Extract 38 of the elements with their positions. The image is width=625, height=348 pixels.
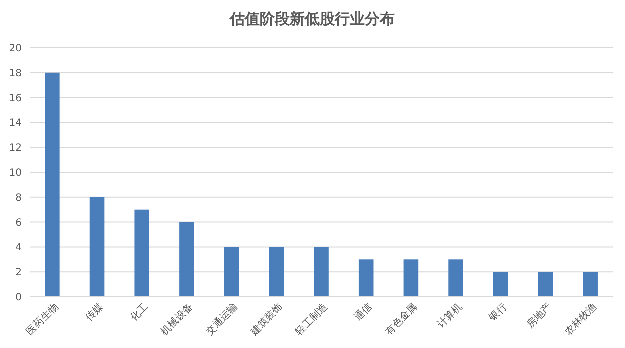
bar <box>180 222 194 297</box>
y-tick-label: 2 <box>16 268 22 279</box>
bar <box>45 72 60 297</box>
bar <box>493 272 508 297</box>
y-tick-label: 10 <box>9 168 22 179</box>
x-tick-label: 交通运输 <box>204 301 240 338</box>
bar <box>224 247 240 297</box>
bar <box>134 210 150 297</box>
x-tick-label: 银行 <box>486 302 510 324</box>
x-tick-label: 医药生物 <box>24 301 62 338</box>
bar <box>314 247 329 297</box>
x-tick-label: 机械设备 <box>158 301 196 338</box>
bar <box>269 247 284 297</box>
x-tick-label: 计算机 <box>434 301 465 331</box>
y-tick-label: 18 <box>9 68 22 80</box>
y-tick-label: 8 <box>16 192 22 204</box>
y-tick-label: 16 <box>9 93 22 104</box>
x-tick-label: 通信 <box>352 301 375 324</box>
bar <box>90 197 105 297</box>
bar <box>358 260 374 297</box>
x-tick-label: 轻工制造 <box>293 301 330 338</box>
y-tick-label: 20 <box>9 44 22 54</box>
x-tick-label: 农林牧渔 <box>562 301 600 338</box>
bar <box>448 260 464 297</box>
bar <box>583 272 598 297</box>
x-tick-label: 化工 <box>128 301 151 324</box>
x-tick-label: 建筑装饰 <box>248 301 286 339</box>
bar <box>538 272 554 297</box>
y-tick-label: 0 <box>16 292 22 304</box>
y-tick-label: 14 <box>9 118 22 130</box>
x-tick-label: 传媒 <box>84 302 106 324</box>
x-tick-label: 有色金属 <box>383 301 420 338</box>
bar <box>404 260 419 297</box>
y-tick-label: 6 <box>16 218 22 229</box>
x-tick-label: 房地产 <box>524 301 554 331</box>
chart-title: 估值阶段新低股行业分布 <box>229 10 395 28</box>
y-tick-label: 12 <box>9 143 22 154</box>
y-tick-label: 4 <box>16 242 22 254</box>
